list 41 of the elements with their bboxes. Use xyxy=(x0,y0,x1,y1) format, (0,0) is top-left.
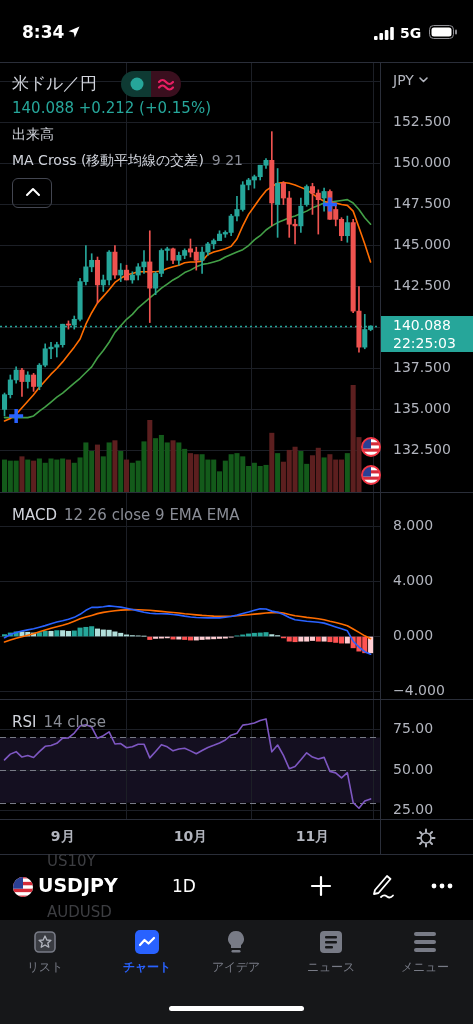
y-tick-label: 145.000 xyxy=(393,236,451,253)
y-tick-label: 0.000 xyxy=(393,627,434,644)
y-tick-label: 135.000 xyxy=(393,400,451,417)
y-tick-label: −4.000 xyxy=(393,682,445,699)
text: リスト xyxy=(27,960,63,975)
y-tick-label: 152.500 xyxy=(393,113,451,130)
text: チャート xyxy=(123,960,171,975)
text: 12 26 close 9 EMA EMA xyxy=(63,506,240,524)
text: 5G xyxy=(400,25,422,41)
text: USDJPY xyxy=(38,874,118,897)
ref-line-label: 140.088 xyxy=(393,316,451,333)
text: アイデア xyxy=(212,960,260,975)
chart-title: 出来高 xyxy=(12,125,54,143)
y-tick-label: 132.500 xyxy=(393,441,451,458)
text: メニュー xyxy=(401,960,449,975)
y-tick-label: 147.500 xyxy=(393,195,451,212)
text: US10Y xyxy=(47,852,96,870)
y-axis-title: JPY xyxy=(393,71,414,89)
text: AUDUSD xyxy=(47,903,112,921)
x-tick-label: 9月 xyxy=(50,828,75,845)
x-tick-label: 11月 xyxy=(295,828,330,845)
text: 米ドル／円 xyxy=(12,72,97,94)
y-tick-label: 50.00 xyxy=(393,760,434,777)
annotation: MA Cross (移動平均線の交差) xyxy=(12,151,204,169)
y-tick-label: 150.000 xyxy=(393,154,451,171)
y-tick-label: 142.500 xyxy=(393,277,451,294)
y-tick-label: 25.00 xyxy=(393,801,434,818)
text: 22:25:03 xyxy=(393,334,456,351)
text: 14 close xyxy=(43,713,106,731)
annotation: 9 21 xyxy=(211,151,244,169)
y-tick-label: 75.00 xyxy=(393,719,434,736)
y-tick-label: 137.500 xyxy=(393,359,451,376)
x-tick-label: 10月 xyxy=(173,828,208,845)
text: 8:34 xyxy=(22,21,65,43)
text: 1D xyxy=(172,876,196,897)
text: RSI xyxy=(12,713,37,731)
text: ニュース xyxy=(307,960,355,975)
y-tick-label: 4.000 xyxy=(393,571,434,588)
text: 140.088 +0.212 (+0.15%) xyxy=(12,99,211,117)
y-tick-label: 8.000 xyxy=(393,516,434,533)
text: MACD xyxy=(12,506,57,524)
